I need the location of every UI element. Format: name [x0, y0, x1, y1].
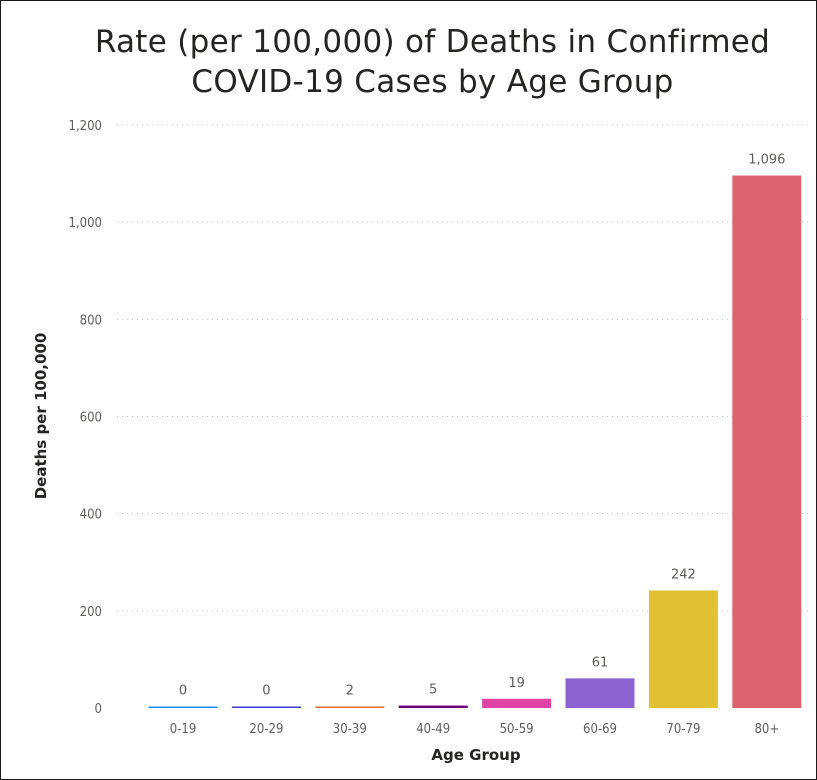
data-label: 2 [346, 684, 354, 699]
x-tick-label: 60-69 [583, 722, 617, 737]
chart-title: Rate (per 100,000) of Deaths in Confirme… [0, 22, 817, 102]
bar [565, 678, 635, 708]
bar [231, 706, 301, 708]
y-tick-label: 600 [80, 411, 102, 426]
y-tick-label: 0 [95, 702, 102, 717]
x-tick-label: 80+ [754, 722, 779, 737]
y-axis-tick-labels: 0 200 400 600 800 1,000 1,200 [69, 119, 102, 717]
x-tick-label: 40-49 [416, 722, 450, 737]
bar [482, 698, 552, 708]
y-tick-label: 800 [80, 313, 102, 328]
data-labels: 0 0 2 5 19 61 242 1,096 [179, 153, 786, 699]
gridlines [117, 124, 810, 612]
data-label: 0 [262, 684, 270, 699]
y-tick-label: 1,000 [69, 216, 102, 231]
bar [648, 590, 718, 708]
x-tick-label: 50-59 [500, 722, 534, 737]
chart-title-line-1: Rate (per 100,000) of Deaths in Confirme… [94, 24, 771, 60]
bar [315, 706, 385, 708]
x-tick-label: 20-29 [249, 722, 283, 737]
bar [732, 175, 802, 708]
x-tick-label: 0-19 [170, 722, 197, 737]
y-tick-label: 1,200 [69, 119, 102, 134]
bars [148, 175, 802, 708]
data-label: 19 [508, 676, 525, 691]
bar [148, 706, 218, 708]
y-axis-title: Deaths per 100,000 [32, 333, 50, 500]
data-label: 242 [671, 567, 696, 582]
bar [398, 705, 468, 708]
data-label: 5 [429, 683, 437, 698]
x-axis-tick-labels: 0-19 20-29 30-39 40-49 50-59 60-69 70-79 80+ [170, 722, 779, 737]
data-label: 61 [592, 655, 609, 670]
x-axis-title: Age Group [431, 746, 520, 764]
chart-title-line-2: COVID-19 Cases by Age Group [191, 64, 674, 100]
x-tick-label: 70-79 [666, 722, 700, 737]
y-tick-label: 400 [80, 508, 102, 523]
y-tick-label: 200 [80, 605, 102, 620]
data-label: 0 [179, 684, 187, 699]
data-label: 1,096 [748, 153, 785, 168]
x-tick-label: 30-39 [333, 722, 367, 737]
